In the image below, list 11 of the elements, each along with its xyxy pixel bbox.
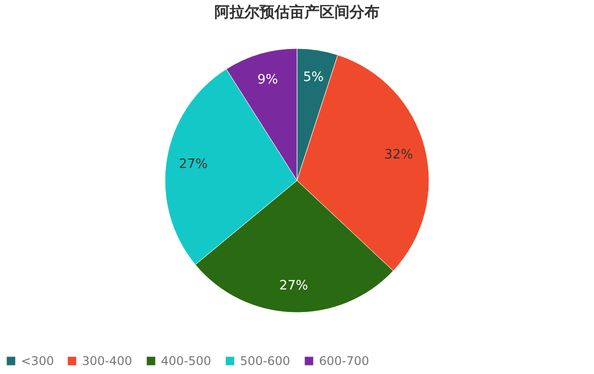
data-label: 5% bbox=[303, 70, 324, 85]
legend-label: <300 bbox=[21, 354, 54, 368]
data-label: 27% bbox=[279, 278, 308, 294]
legend-label: 400-500 bbox=[161, 354, 212, 368]
data-label: 32% bbox=[384, 147, 414, 162]
data-label: 27% bbox=[178, 157, 208, 172]
legend-label: 500-600 bbox=[240, 354, 290, 368]
data-label: 9% bbox=[257, 72, 278, 88]
chart-title: 阿拉尔预估亩产区间分布 bbox=[214, 3, 380, 21]
legend-label: 300-400 bbox=[82, 354, 132, 368]
legend-label: 600-700 bbox=[319, 354, 370, 368]
